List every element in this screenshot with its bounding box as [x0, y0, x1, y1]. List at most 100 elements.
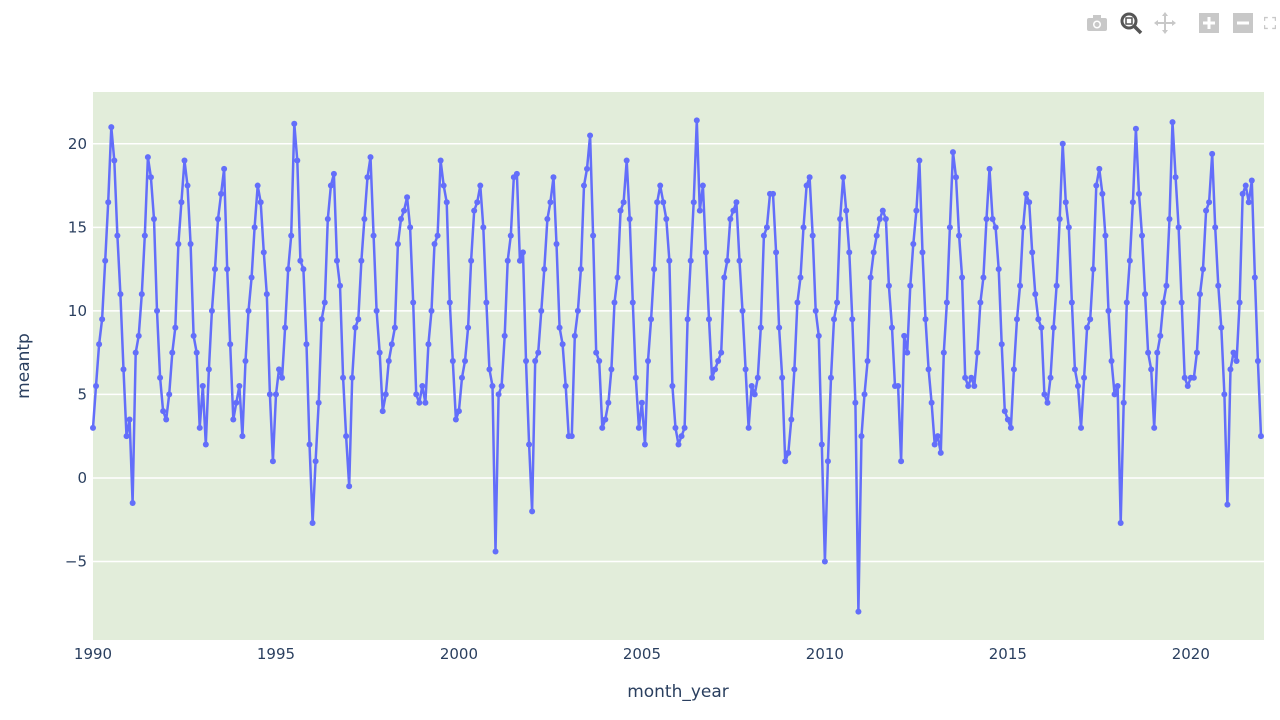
- data-point: [141, 232, 148, 239]
- data-point: [751, 391, 758, 398]
- data-point: [1081, 374, 1088, 381]
- data-point: [684, 316, 691, 323]
- data-point: [983, 215, 990, 222]
- data-point: [507, 232, 514, 239]
- data-point: [1059, 140, 1066, 147]
- data-point: [446, 299, 453, 306]
- data-point: [413, 391, 420, 398]
- data-point: [855, 608, 862, 615]
- data-point: [895, 383, 902, 390]
- data-point: [523, 357, 530, 364]
- data-point: [602, 416, 609, 423]
- data-point: [297, 257, 304, 264]
- data-point: [922, 316, 929, 323]
- data-point: [526, 441, 533, 448]
- data-point: [1026, 199, 1033, 206]
- data-point: [821, 558, 828, 565]
- camera-button[interactable]: [1084, 10, 1110, 36]
- data-point: [1129, 199, 1136, 206]
- data-point: [1044, 399, 1051, 406]
- data-point: [879, 207, 886, 214]
- data-point: [678, 433, 685, 440]
- data-point: [394, 241, 401, 248]
- data-point: [114, 232, 121, 239]
- data-point: [1099, 190, 1106, 197]
- data-point: [208, 307, 215, 314]
- data-point: [669, 383, 676, 390]
- data-point: [1007, 424, 1014, 431]
- data-point: [599, 424, 606, 431]
- autoscale-button[interactable]: [1264, 10, 1276, 36]
- data-point: [108, 124, 115, 131]
- data-point: [968, 374, 975, 381]
- data-point: [233, 399, 240, 406]
- data-point: [126, 416, 133, 423]
- data-point: [504, 257, 511, 264]
- data-point: [1126, 257, 1133, 264]
- data-point: [977, 299, 984, 306]
- data-point: [773, 249, 780, 256]
- data-point: [840, 174, 847, 181]
- data-point: [193, 349, 200, 356]
- data-point: [852, 399, 859, 406]
- data-point: [699, 182, 706, 189]
- data-point: [349, 374, 356, 381]
- data-point: [797, 274, 804, 281]
- data-point: [867, 274, 874, 281]
- data-point: [663, 215, 670, 222]
- data-point: [245, 307, 252, 314]
- data-point: [577, 266, 584, 273]
- zoom-button[interactable]: [1118, 10, 1144, 36]
- data-point: [279, 374, 286, 381]
- y-axis-ticks: −5 0 5 10 15 20: [65, 135, 87, 571]
- data-point: [1142, 291, 1149, 298]
- data-point: [760, 232, 767, 239]
- data-point: [1257, 433, 1264, 440]
- data-point: [343, 433, 350, 440]
- data-point: [330, 170, 337, 177]
- data-point: [1148, 366, 1155, 373]
- data-point: [117, 291, 124, 298]
- data-point: [846, 249, 853, 256]
- data-point: [1010, 366, 1017, 373]
- data-point: [495, 391, 502, 398]
- data-point: [211, 266, 218, 273]
- data-point: [315, 399, 322, 406]
- data-point: [910, 241, 917, 248]
- data-point: [324, 215, 331, 222]
- data-point: [263, 291, 270, 298]
- zoom-out-button[interactable]: [1230, 10, 1256, 36]
- data-point: [221, 165, 228, 172]
- data-point: [593, 349, 600, 356]
- data-point: [364, 174, 371, 181]
- data-point: [946, 224, 953, 231]
- data-point: [626, 215, 633, 222]
- pan-button[interactable]: [1152, 10, 1178, 36]
- y-tick-label: 15: [68, 218, 87, 236]
- data-point: [1230, 349, 1237, 356]
- data-point: [666, 257, 673, 264]
- data-point: [407, 224, 414, 231]
- data-point: [971, 383, 978, 390]
- data-point: [337, 282, 344, 289]
- data-point: [1004, 416, 1011, 423]
- data-point: [568, 433, 575, 440]
- data-point: [718, 349, 725, 356]
- data-point: [815, 332, 822, 339]
- data-point: [1020, 224, 1027, 231]
- data-point: [251, 224, 258, 231]
- data-point: [327, 182, 334, 189]
- data-point: [437, 157, 444, 164]
- data-point: [1123, 299, 1130, 306]
- data-point: [690, 199, 697, 206]
- data-point: [257, 199, 264, 206]
- data-point: [431, 241, 438, 248]
- data-point: [105, 199, 112, 206]
- data-point: [919, 249, 926, 256]
- data-point: [629, 299, 636, 306]
- data-point: [465, 324, 472, 331]
- data-point: [269, 458, 276, 465]
- data-point: [123, 433, 130, 440]
- zoom-in-button[interactable]: [1196, 10, 1222, 36]
